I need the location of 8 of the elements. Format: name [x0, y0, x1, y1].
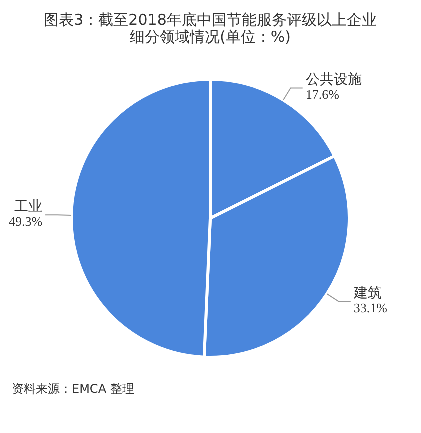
data-label: 33.1% [354, 300, 388, 316]
slice-label: 工业 [14, 198, 43, 215]
chart-title: 图表3：截至2018年底中国节能服务评级以上企业细分领域情况(单位：%) [43, 10, 378, 46]
text: 资料来源：EMCA 整理 [11, 381, 136, 398]
slice-label: 建筑 [352, 285, 382, 302]
data-label: 49.3% [8, 214, 43, 230]
data-label: 17.6% [306, 87, 340, 102]
slice-label: 公共设施 [306, 72, 362, 88]
